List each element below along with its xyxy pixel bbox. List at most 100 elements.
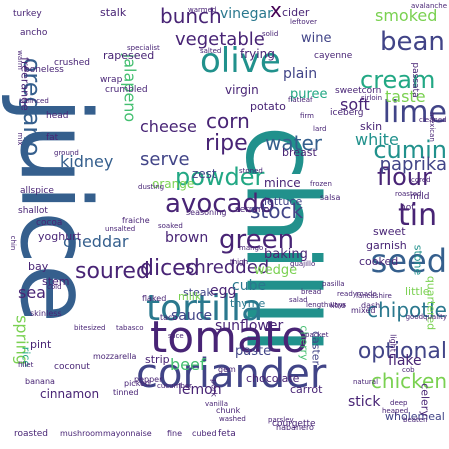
word-ancho: ancho xyxy=(20,28,48,38)
word-fillet: fillet xyxy=(18,361,34,369)
word-juice: juice xyxy=(0,95,111,323)
word-pepper: pepper xyxy=(134,375,163,384)
word-rice: rice xyxy=(20,347,33,368)
word-warm: warm xyxy=(16,50,24,70)
word-wrap: wrap xyxy=(100,75,123,85)
word-sunflower: sunflower xyxy=(215,318,283,334)
words-layer: chillijuicetomatocoriandertortillaolives… xyxy=(0,0,447,439)
word-caster: caster xyxy=(310,331,323,366)
word-bitesized: bitesized xyxy=(74,324,105,332)
word-tin: tin xyxy=(398,198,437,233)
word-wedge: wedge xyxy=(254,263,297,278)
word-rapeseed: rapeseed xyxy=(103,49,154,62)
word-salted: salted xyxy=(200,47,221,55)
word-readymade: readymade xyxy=(337,290,377,298)
word-flake: flake xyxy=(388,353,422,369)
word-salad: salad xyxy=(289,296,308,304)
word-flour: flour xyxy=(377,163,432,191)
word-sweet: sweet xyxy=(373,225,406,238)
word-steak: steak xyxy=(183,286,214,299)
word-mince: mince xyxy=(264,176,301,190)
word-cube: cube xyxy=(232,278,266,294)
word-specialist: specialist xyxy=(127,44,160,52)
word-vanilla: vanilla xyxy=(205,400,228,408)
word-chipotle: chipotle xyxy=(367,298,447,322)
word-coriander: coriander xyxy=(136,351,327,397)
word-roasted: roasted xyxy=(395,190,421,198)
word-virgin: virgin xyxy=(225,83,259,97)
word-mixed: mixed xyxy=(351,306,376,315)
word-turkey: turkey xyxy=(13,9,42,19)
word-hot: hot xyxy=(400,203,415,213)
word-cream: cream xyxy=(360,66,435,94)
word-head: head xyxy=(46,111,68,121)
word-chicken: chicken xyxy=(371,369,447,393)
word-coconut: coconut xyxy=(54,362,90,372)
word-little: little xyxy=(405,285,430,298)
word-heaped: heaped xyxy=(382,407,408,415)
word-light: light xyxy=(389,334,398,352)
word-packet: packet xyxy=(305,331,329,339)
word-freerange: freerange xyxy=(19,57,32,111)
word-baking: baking xyxy=(264,247,308,262)
word-stalk: stalk xyxy=(100,6,127,19)
word-egg: egg xyxy=(210,283,236,299)
word-frozen: frozen xyxy=(310,180,332,188)
word-chunk: chunk xyxy=(216,406,241,415)
word-stone: stone xyxy=(412,245,425,276)
word-mexican: mexican xyxy=(428,112,436,142)
word-bean: bean xyxy=(380,27,445,57)
word-dusting: dusting xyxy=(138,183,164,191)
word-salsa: salsa xyxy=(320,193,340,202)
word-kidney: kidney xyxy=(60,152,113,171)
word-avocado: avocado xyxy=(165,189,275,219)
word-avalanche: avalanche xyxy=(411,2,447,10)
word-bread: bread xyxy=(301,288,321,296)
word-leftover: leftover xyxy=(290,18,317,26)
word-gem: gem xyxy=(218,365,236,374)
word-roasted: roasted xyxy=(14,429,48,439)
word-quartered: quartered xyxy=(425,276,438,330)
word-lettuce: lettuce xyxy=(264,195,302,208)
word-serrano: serrano xyxy=(235,205,270,215)
word-cherry: cherry xyxy=(298,325,311,361)
word-tortilla: tortilla xyxy=(146,288,263,329)
word-guajillo: guajillo xyxy=(290,260,315,268)
word-washed: washed xyxy=(219,415,246,423)
word-lengthways: lengthways xyxy=(306,301,346,309)
word-seed: seed xyxy=(371,242,447,280)
word-yoghurt: yoghurt xyxy=(38,230,82,243)
word-firm: firm xyxy=(300,112,314,120)
word-smoked: smoked xyxy=(375,6,437,25)
word-fat: fat xyxy=(46,133,59,143)
word-soft: soft xyxy=(340,95,370,114)
word-boneless: boneless xyxy=(24,65,64,75)
word-flatleaf: flatleaf xyxy=(288,96,313,104)
word-white: white xyxy=(355,130,399,149)
word-mix: mix xyxy=(16,133,24,146)
word-sweetcorn: sweetcorn xyxy=(335,86,381,96)
word-fraiche: fraiche xyxy=(122,216,150,225)
word-solid: solid xyxy=(262,30,278,38)
word-chocolate: chocolate xyxy=(246,372,300,385)
word-water: water xyxy=(265,131,323,155)
word-tinned: tinned xyxy=(113,388,139,397)
word-seasoning: seasoning xyxy=(186,208,227,217)
word-lard: lard xyxy=(313,125,326,133)
word-slice: slice xyxy=(168,332,184,340)
word-cob: cob xyxy=(402,366,415,374)
word-natural: natural xyxy=(353,378,378,386)
word-cinnamon: cinnamon xyxy=(40,387,99,401)
word-flaked: flaked xyxy=(142,294,166,303)
word-soaked: soaked xyxy=(158,222,183,230)
word-stick: stick xyxy=(348,394,381,410)
word-potato: potato xyxy=(250,100,286,113)
word-spring: spring xyxy=(13,315,32,365)
word-strip: strip xyxy=(145,353,170,366)
word-picked: picked xyxy=(124,379,150,388)
word-cumin: cumin xyxy=(373,136,447,164)
word-sauce: sauce xyxy=(171,308,212,324)
word-powder: powder xyxy=(175,163,265,191)
word-fine: fine xyxy=(167,429,182,438)
word-tabasco: tabasco xyxy=(116,324,144,332)
